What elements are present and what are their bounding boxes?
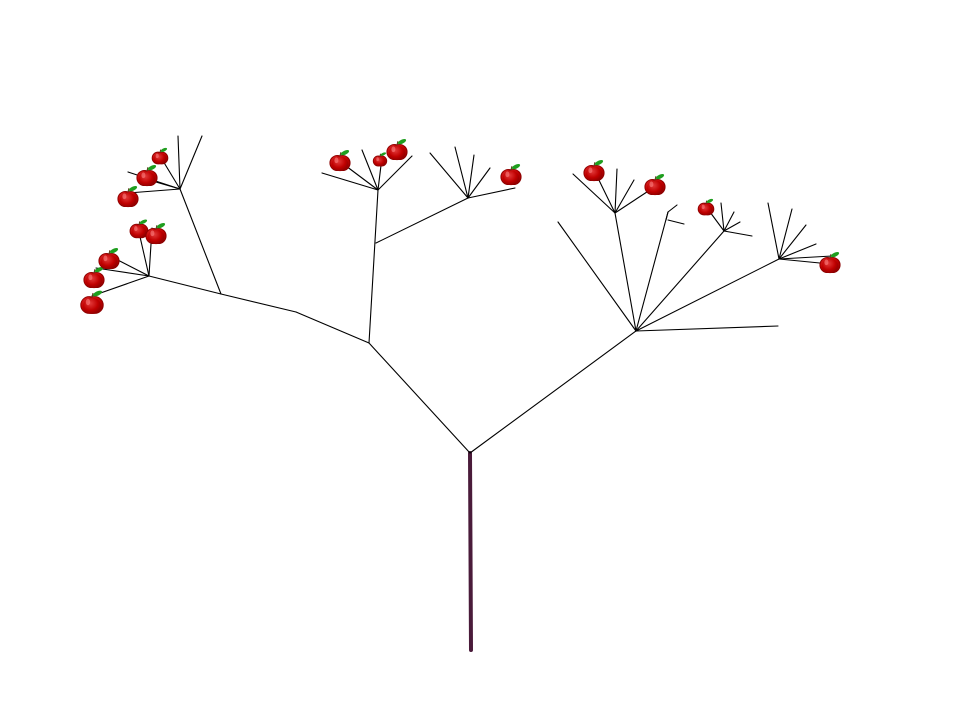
apple-icon [80, 290, 104, 314]
apple-icon [145, 223, 167, 245]
apple-icon [129, 219, 149, 239]
branch-segment [635, 211, 669, 332]
branch-segment [295, 311, 370, 344]
tree-trunk [468, 451, 473, 652]
branch-segment [368, 342, 471, 454]
branch-segment [635, 230, 725, 332]
branches [91, 135, 833, 454]
apple-icon [583, 160, 605, 182]
branch-segment [614, 179, 635, 214]
apple-icon [500, 164, 522, 186]
branch-segment [469, 330, 637, 454]
branch-segment [220, 293, 297, 313]
apple-icon [98, 248, 120, 270]
branch-segment [95, 267, 150, 277]
branch-segment [778, 208, 793, 260]
branch-segment [723, 230, 753, 237]
branch-segment [614, 168, 618, 214]
apple-icon [819, 252, 841, 274]
branch-segment [127, 188, 181, 194]
apple-icon [117, 186, 139, 208]
branch-segment [720, 202, 725, 232]
branch-segment [368, 189, 379, 344]
branch-segment [778, 243, 817, 260]
branch-segment [557, 221, 637, 332]
branch-segment [377, 155, 413, 191]
branch-segment [635, 258, 780, 332]
apple-icon [83, 267, 105, 289]
branch-segment [767, 202, 780, 260]
apple-icon [329, 150, 351, 172]
branch-segment [375, 197, 469, 244]
branch-segment [467, 167, 491, 199]
branch-segment [667, 219, 685, 225]
branch-segment [429, 152, 469, 199]
branch-segment [723, 221, 741, 232]
branch-segment [778, 224, 807, 260]
branch-segment [454, 146, 469, 199]
branch-segment [321, 172, 379, 191]
branch-segment [179, 135, 203, 190]
apple-icon [151, 147, 169, 165]
apple-icon [136, 165, 158, 187]
trunk [468, 451, 473, 652]
branch-segment [572, 173, 616, 214]
branch-segment [723, 211, 735, 232]
apple-icon [372, 152, 388, 167]
branch-segment [361, 149, 379, 191]
apple-icon [386, 139, 408, 161]
branch-segment [778, 255, 833, 260]
apples [80, 139, 841, 314]
branch-segment [635, 325, 779, 332]
branch-segment [467, 154, 475, 199]
branch-segment [179, 188, 222, 295]
branch-segment [614, 212, 637, 332]
branch-segment [467, 187, 516, 199]
branch-segment [665, 211, 669, 221]
branch-segment [148, 275, 222, 295]
apple-icon [644, 174, 666, 196]
apple-icon [697, 198, 715, 216]
branch-segment [667, 204, 678, 213]
branch-segment [177, 135, 181, 190]
